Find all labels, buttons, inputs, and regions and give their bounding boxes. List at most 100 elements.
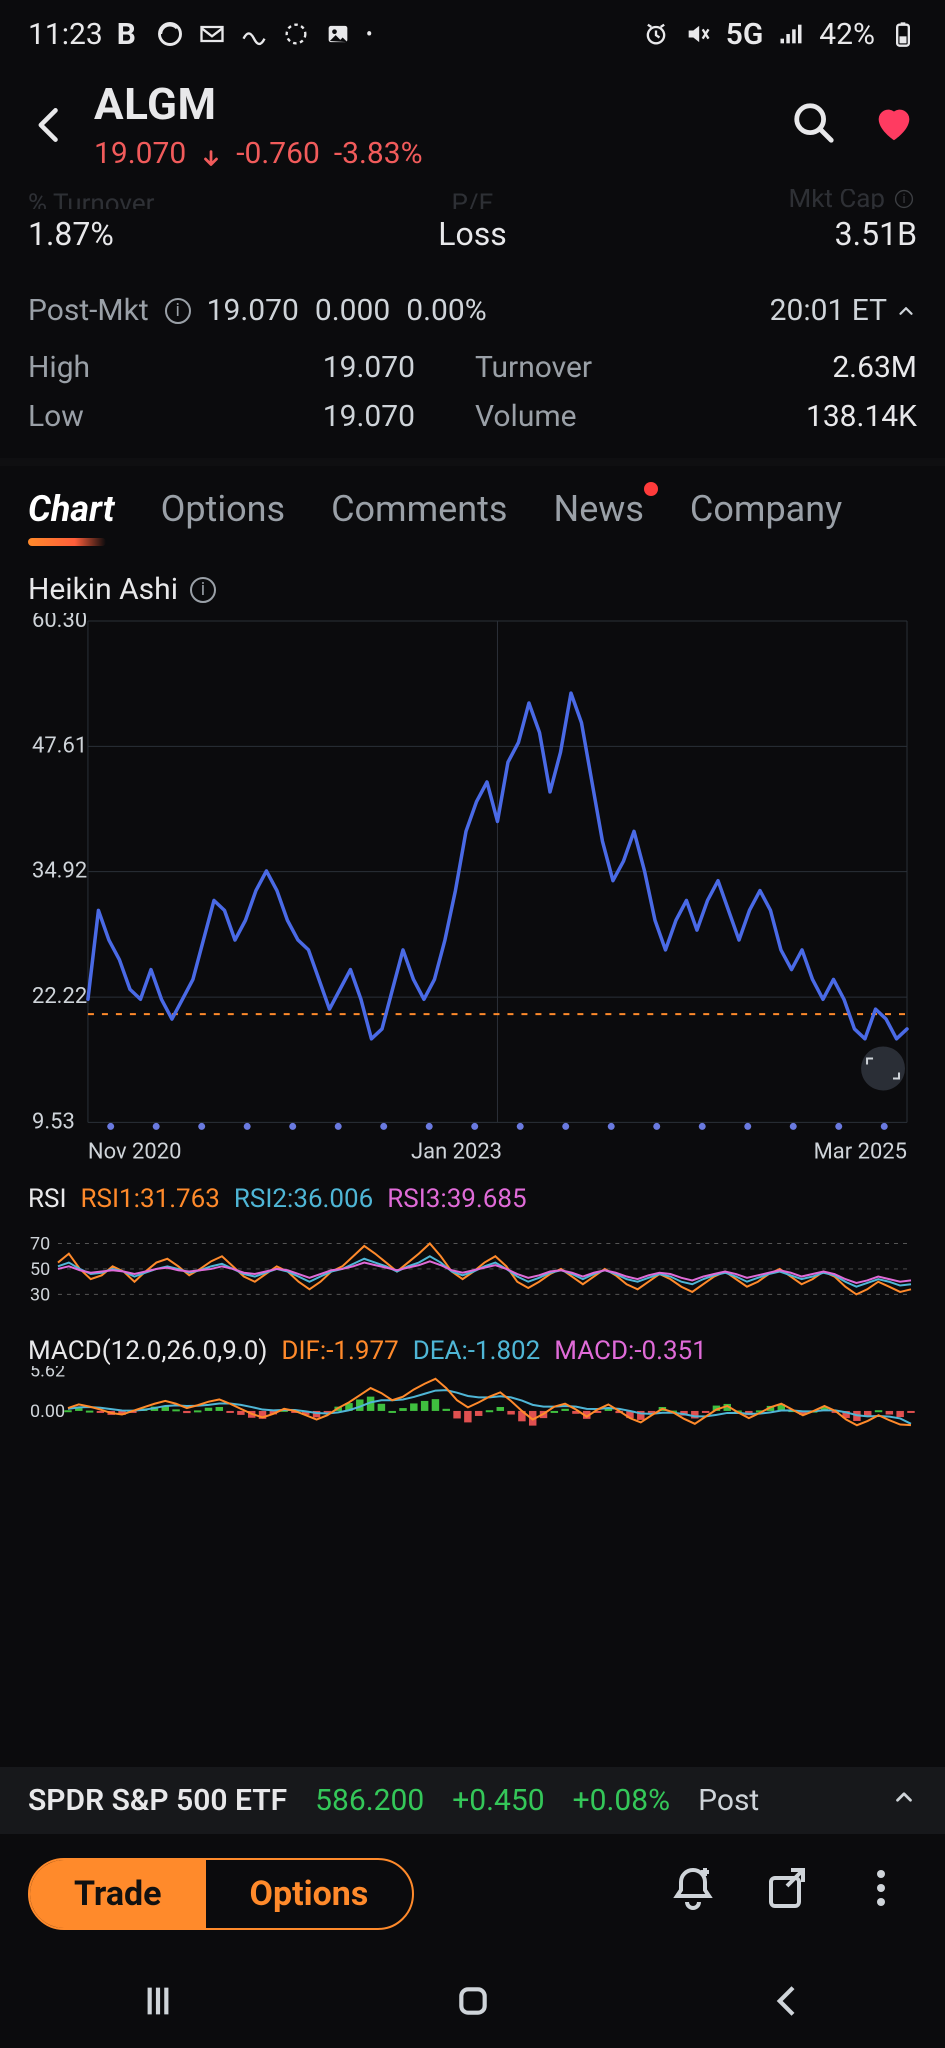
photo-icon [324, 20, 352, 48]
svg-text:70: 70 [30, 1234, 50, 1255]
tab-options[interactable]: Options [161, 488, 286, 546]
header: ALGM 19.070 -0.760 -3.83% [0, 68, 945, 189]
svg-text:5.62: 5.62 [30, 1366, 65, 1382]
more-button[interactable] [857, 1864, 917, 1924]
chevron-up-icon [891, 1783, 917, 1818]
price-change-pct: -3.83% [334, 136, 423, 171]
info-icon[interactable]: i [165, 298, 191, 324]
back-button[interactable] [28, 103, 72, 147]
chart-type-label: Heikin Ashi [28, 572, 178, 607]
options-button[interactable]: Options [206, 1860, 413, 1928]
wave-icon [240, 20, 268, 48]
signal-icon [777, 20, 805, 48]
down-arrow-icon [200, 143, 222, 165]
post-mkt-change: 0.000 [315, 293, 390, 328]
strip-name: SPDR S&P 500 ETF [28, 1783, 287, 1818]
dot-icon: • [366, 22, 373, 46]
macd-label: MACD(12.0,26.0,9.0) [28, 1336, 267, 1366]
earnings-dots [107, 1123, 888, 1130]
badge-dot [644, 482, 658, 496]
strip-change: +0.450 [452, 1783, 544, 1818]
mktcap-value: 3.51B [621, 215, 917, 253]
macd-dif: DIF:-1.977 [281, 1336, 398, 1366]
rsi-chart[interactable]: 70 50 30 [28, 1214, 917, 1324]
svg-text:22.22: 22.22 [32, 984, 87, 1009]
svg-text:9.53: 9.53 [32, 1109, 75, 1134]
alarm-icon [642, 20, 670, 48]
stat-label: Volume [475, 399, 592, 434]
tab-company[interactable]: Company [690, 488, 842, 546]
rsi2-value: RSI2:36.006 [234, 1184, 373, 1214]
last-price: 19.070 [94, 136, 186, 171]
stat-label: Turnover [475, 350, 592, 385]
macd-dea: DEA:-1.802 [413, 1336, 541, 1366]
status-battery: 42% [819, 17, 875, 52]
battery-icon [889, 20, 917, 48]
favorite-button[interactable] [871, 100, 917, 150]
index-strip[interactable]: SPDR S&P 500 ETF 586.200 +0.450 +0.08% P… [0, 1767, 945, 1834]
rsi-label: RSI [28, 1184, 67, 1214]
alert-button[interactable] [669, 1864, 729, 1924]
tab-news[interactable]: News [554, 488, 644, 546]
turnover-pct: 1.87% [28, 215, 324, 253]
home-button[interactable] [453, 1981, 493, 2025]
back-nav-button[interactable] [768, 1981, 808, 2025]
pe-value: Loss [324, 215, 620, 253]
rsi3-value: RSI3:39.685 [387, 1184, 526, 1214]
status-time: 11:23 [28, 17, 103, 52]
strip-price: 586.200 [315, 1783, 424, 1818]
ticker-symbol: ALGM [94, 78, 769, 130]
fullscreen-button[interactable] [861, 1047, 905, 1091]
tab-chart[interactable]: Chart [28, 488, 115, 546]
tab-comments[interactable]: Comments [331, 488, 507, 546]
stat-value: 19.070 [150, 350, 415, 385]
detail-tabs: Chart Options Comments News Company [0, 458, 945, 546]
status-network: 5G [726, 17, 764, 52]
post-mkt-time[interactable]: 20:01 ET [770, 293, 917, 328]
stat-label: High [28, 350, 90, 385]
loading-icon [282, 20, 310, 48]
recents-button[interactable] [138, 1981, 178, 2025]
info-icon: i [895, 190, 913, 208]
mktcap-label: Mkt Capi [621, 189, 917, 209]
mute-icon [684, 20, 712, 48]
key-stats: % Turnover 1.87% P/E Loss Mkt Capi 3.51B [0, 189, 945, 271]
post-mkt-label: Post-Mkt [28, 293, 149, 328]
share-button[interactable] [763, 1864, 823, 1924]
turnover-pct-label: % Turnover [28, 189, 324, 209]
svg-text:60.30: 60.30 [32, 613, 87, 633]
rsi1-value: RSI1:31.763 [81, 1184, 220, 1214]
svg-text:47.61: 47.61 [32, 733, 87, 758]
macd-chart[interactable]: 5.62 0.00 [28, 1366, 917, 1456]
pe-label: P/E [324, 189, 620, 209]
price-chart[interactable]: 60.30 47.61 34.92 22.22 9.53 Nov 2020 Jan 2023… [28, 613, 917, 1172]
edge-icon [156, 20, 184, 48]
stat-value: 138.14K [652, 399, 917, 434]
stat-value: 2.63M [652, 350, 917, 385]
macd-hist: MACD:-0.351 [554, 1336, 707, 1366]
search-button[interactable] [791, 100, 837, 150]
trade-pill: Trade Options [28, 1858, 414, 1930]
svg-text:0.00: 0.00 [30, 1401, 65, 1422]
post-market-section: Post-Mkt i 19.070 0.000 0.00% 20:01 ET H… [0, 271, 945, 458]
trade-button[interactable]: Trade [30, 1860, 206, 1928]
android-navbar [0, 1958, 945, 2048]
chart-type-selector[interactable]: Heikin Ashi i [28, 572, 917, 607]
info-icon: i [190, 577, 216, 603]
gmail-icon [198, 20, 226, 48]
post-mkt-change-pct: 0.00% [406, 293, 486, 328]
svg-text:50: 50 [30, 1259, 50, 1280]
stat-value: 19.070 [150, 399, 415, 434]
svg-text:34.92: 34.92 [32, 859, 87, 884]
svg-text:Nov 2020: Nov 2020 [88, 1139, 182, 1164]
svg-text:30: 30 [30, 1285, 50, 1306]
svg-text:Mar 2025: Mar 2025 [814, 1139, 907, 1164]
chevron-up-icon [895, 300, 917, 322]
status-bar: 11:23 B • 5G 42% [0, 0, 945, 68]
post-mkt-price: 19.070 [207, 293, 299, 328]
price-row: 19.070 -0.760 -3.83% [94, 136, 769, 171]
strip-change-pct: +0.08% [573, 1783, 671, 1818]
strip-session: Post [698, 1783, 759, 1818]
status-app-icons: B [117, 17, 142, 52]
svg-text:Jan 2023: Jan 2023 [411, 1139, 502, 1164]
